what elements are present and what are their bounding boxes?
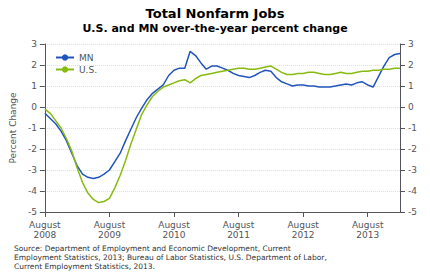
svg-text:2: 2 — [408, 60, 414, 70]
svg-text:August: August — [352, 220, 384, 230]
svg-text:MN: MN — [79, 53, 94, 63]
svg-text:Percent Change: Percent Change — [8, 92, 18, 164]
svg-text:August: August — [29, 220, 61, 230]
svg-text:3: 3 — [408, 39, 414, 49]
svg-text:-3: -3 — [408, 165, 417, 175]
svg-text:-2: -2 — [28, 144, 37, 154]
svg-text:Current Employment Statistics,: Current Employment Statistics, 2013. — [14, 262, 155, 271]
svg-text:August: August — [94, 220, 126, 230]
svg-text:-4: -4 — [408, 186, 417, 196]
svg-text:Total Nonfarm Jobs: Total Nonfarm Jobs — [146, 6, 285, 21]
svg-text:August: August — [223, 220, 255, 230]
svg-text:Source: Department of Employme: Source: Department of Employment and Eco… — [14, 244, 291, 253]
svg-text:2008: 2008 — [33, 230, 56, 240]
svg-text:2: 2 — [31, 60, 37, 70]
svg-text:-5: -5 — [28, 207, 37, 217]
svg-text:-1: -1 — [408, 123, 417, 133]
svg-text:Employment Statistics, 2013; B: Employment Statistics, 2013; Bureau of L… — [14, 253, 327, 262]
svg-text:-3: -3 — [28, 165, 37, 175]
svg-text:1: 1 — [408, 81, 414, 91]
svg-text:-4: -4 — [28, 186, 37, 196]
svg-text:2013: 2013 — [356, 230, 379, 240]
svg-text:-1: -1 — [28, 123, 37, 133]
svg-text:-5: -5 — [408, 207, 417, 217]
svg-text:U.S. and MN over-the-year perc: U.S. and MN over-the-year percent change — [82, 22, 347, 35]
svg-text:U.S.: U.S. — [79, 65, 97, 75]
svg-text:August: August — [158, 220, 190, 230]
svg-text:August: August — [287, 220, 319, 230]
svg-text:-2: -2 — [408, 144, 417, 154]
svg-text:2010: 2010 — [163, 230, 186, 240]
svg-text:1: 1 — [31, 81, 37, 91]
svg-text:2009: 2009 — [98, 230, 121, 240]
svg-text:2012: 2012 — [292, 230, 315, 240]
svg-text:2011: 2011 — [227, 230, 250, 240]
svg-text:3: 3 — [31, 39, 37, 49]
svg-text:0: 0 — [31, 102, 37, 112]
svg-text:0: 0 — [408, 102, 414, 112]
